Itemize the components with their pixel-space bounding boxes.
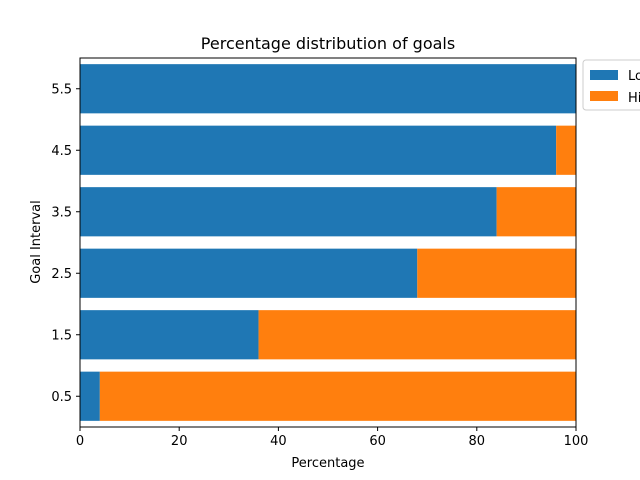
chart-title: Percentage distribution of goals: [201, 34, 455, 53]
bars-group: [80, 64, 576, 421]
bar-lo-2.5: [80, 248, 418, 298]
y-tick-label: 2.5: [51, 267, 72, 282]
x-tick-label: 20: [171, 434, 188, 449]
y-axis-label: Goal Interval: [29, 200, 44, 284]
bar-lo-4.5: [80, 125, 557, 175]
legend-label-hi: Hi: [628, 91, 640, 106]
y-axis: 0.5 1.5 2.5 3.5 4.5 5.5: [51, 82, 80, 405]
plot-frame: [79, 57, 577, 428]
bar-hi-0.5: [99, 371, 576, 421]
bar-lo-3.5: [80, 187, 497, 237]
y-tick-label: 5.5: [51, 82, 72, 97]
y-tick-label: 3.5: [51, 205, 72, 220]
x-tick-label: 80: [469, 434, 486, 449]
x-tick-label: 100: [564, 434, 589, 449]
bar-lo-5.5: [80, 64, 576, 114]
x-axis: 0 20 40 60 80 100: [76, 427, 589, 449]
y-tick-label: 1.5: [51, 328, 72, 343]
x-tick-label: 40: [270, 434, 287, 449]
bar-hi-3.5: [496, 187, 576, 237]
bar-lo-1.5: [80, 310, 259, 360]
bar-hi-4.5: [556, 125, 576, 175]
legend-swatch-hi: [590, 91, 618, 101]
x-tick-label: 60: [369, 434, 386, 449]
y-tick-label: 0.5: [51, 390, 72, 405]
y-tick-label: 4.5: [51, 144, 72, 159]
legend-label-lo: Lo: [628, 69, 640, 84]
x-tick-label: 0: [76, 434, 84, 449]
legend: Lo Hi: [582, 59, 640, 111]
bar-hi-2.5: [417, 248, 576, 298]
bar-lo-0.5: [80, 371, 100, 421]
bar-hi-1.5: [258, 310, 576, 360]
x-axis-label: Percentage: [291, 456, 364, 471]
legend-swatch-lo: [590, 70, 618, 80]
